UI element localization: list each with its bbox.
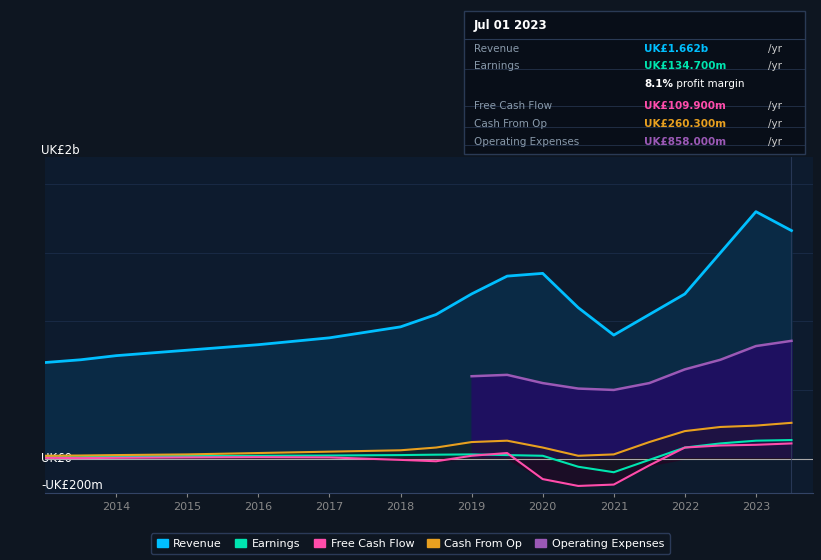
Text: UK£134.700m: UK£134.700m (644, 62, 727, 72)
Text: /yr: /yr (768, 62, 782, 72)
Text: /yr: /yr (768, 101, 782, 111)
Text: profit margin: profit margin (673, 80, 745, 90)
Text: 8.1%: 8.1% (644, 80, 673, 90)
Text: UK£260.300m: UK£260.300m (644, 119, 727, 129)
Text: Jul 01 2023: Jul 01 2023 (474, 19, 548, 32)
Text: UK£0: UK£0 (41, 452, 72, 465)
Text: Earnings: Earnings (474, 62, 519, 72)
Text: UK£1.662b: UK£1.662b (644, 44, 709, 54)
Text: Cash From Op: Cash From Op (474, 119, 547, 129)
Text: /yr: /yr (768, 137, 782, 147)
Text: UK£109.900m: UK£109.900m (644, 101, 727, 111)
Legend: Revenue, Earnings, Free Cash Flow, Cash From Op, Operating Expenses: Revenue, Earnings, Free Cash Flow, Cash … (151, 533, 670, 554)
Text: /yr: /yr (768, 44, 782, 54)
Text: Revenue: Revenue (474, 44, 519, 54)
Text: Free Cash Flow: Free Cash Flow (474, 101, 552, 111)
Text: /yr: /yr (768, 119, 782, 129)
Text: UK£2b: UK£2b (41, 144, 80, 157)
Text: UK£858.000m: UK£858.000m (644, 137, 727, 147)
Text: -UK£200m: -UK£200m (41, 479, 103, 492)
Text: Operating Expenses: Operating Expenses (474, 137, 579, 147)
